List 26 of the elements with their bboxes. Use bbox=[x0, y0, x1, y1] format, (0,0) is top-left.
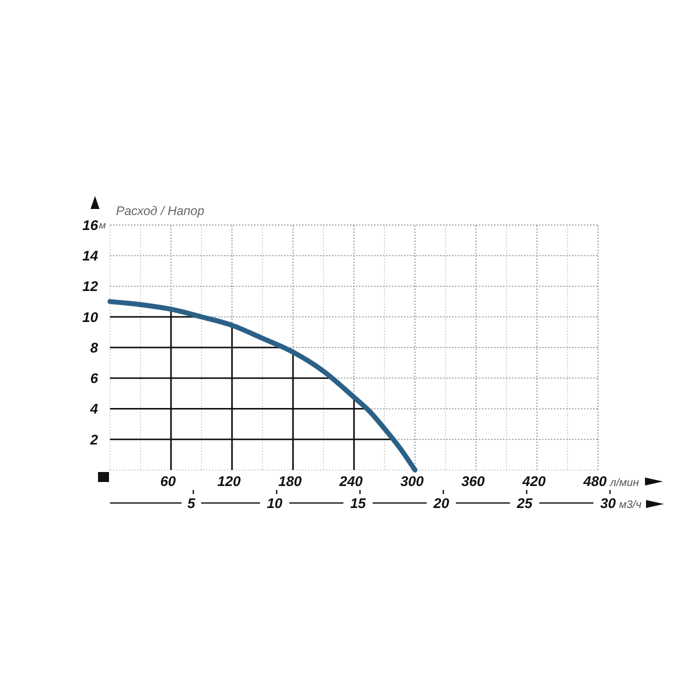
y-axis-title: м bbox=[99, 220, 106, 232]
y-tick-label: 14 bbox=[82, 248, 98, 264]
y-tick-label: 4 bbox=[89, 400, 98, 417]
x-tick-label: 60 bbox=[160, 473, 176, 489]
y-tick-label: 16 bbox=[82, 216, 98, 233]
y-tick-label: 6 bbox=[90, 370, 98, 386]
x-tick-label: 480 bbox=[582, 473, 607, 489]
x2-axis-title: м3/ч bbox=[619, 499, 642, 511]
x2-tick-label: 25 bbox=[516, 495, 533, 511]
y-tick-label: 12 bbox=[82, 278, 98, 294]
chart-title: Расход / Напор bbox=[116, 204, 204, 218]
x-axis-title: л/мин bbox=[609, 477, 639, 489]
x-tick-label: 360 bbox=[461, 473, 485, 489]
x-tick-label: 300 bbox=[400, 473, 424, 489]
x2-tick-label: 15 bbox=[350, 495, 366, 511]
x-tick-label: 180 bbox=[278, 473, 302, 489]
x-tick-label: 240 bbox=[338, 473, 363, 489]
y-tick-label: 10 bbox=[82, 308, 98, 325]
x2-tick-label: 20 bbox=[432, 495, 450, 511]
x2-tick-label: 5 bbox=[187, 495, 196, 511]
x2-tick-label: 30 bbox=[600, 495, 616, 511]
x2-tick-label: 10 bbox=[266, 495, 283, 511]
x-tick-label: 120 bbox=[217, 473, 241, 489]
y-tick-label: 8 bbox=[90, 339, 98, 356]
y-tick-label: 2 bbox=[89, 431, 98, 448]
x-tick-label: 420 bbox=[521, 473, 546, 489]
